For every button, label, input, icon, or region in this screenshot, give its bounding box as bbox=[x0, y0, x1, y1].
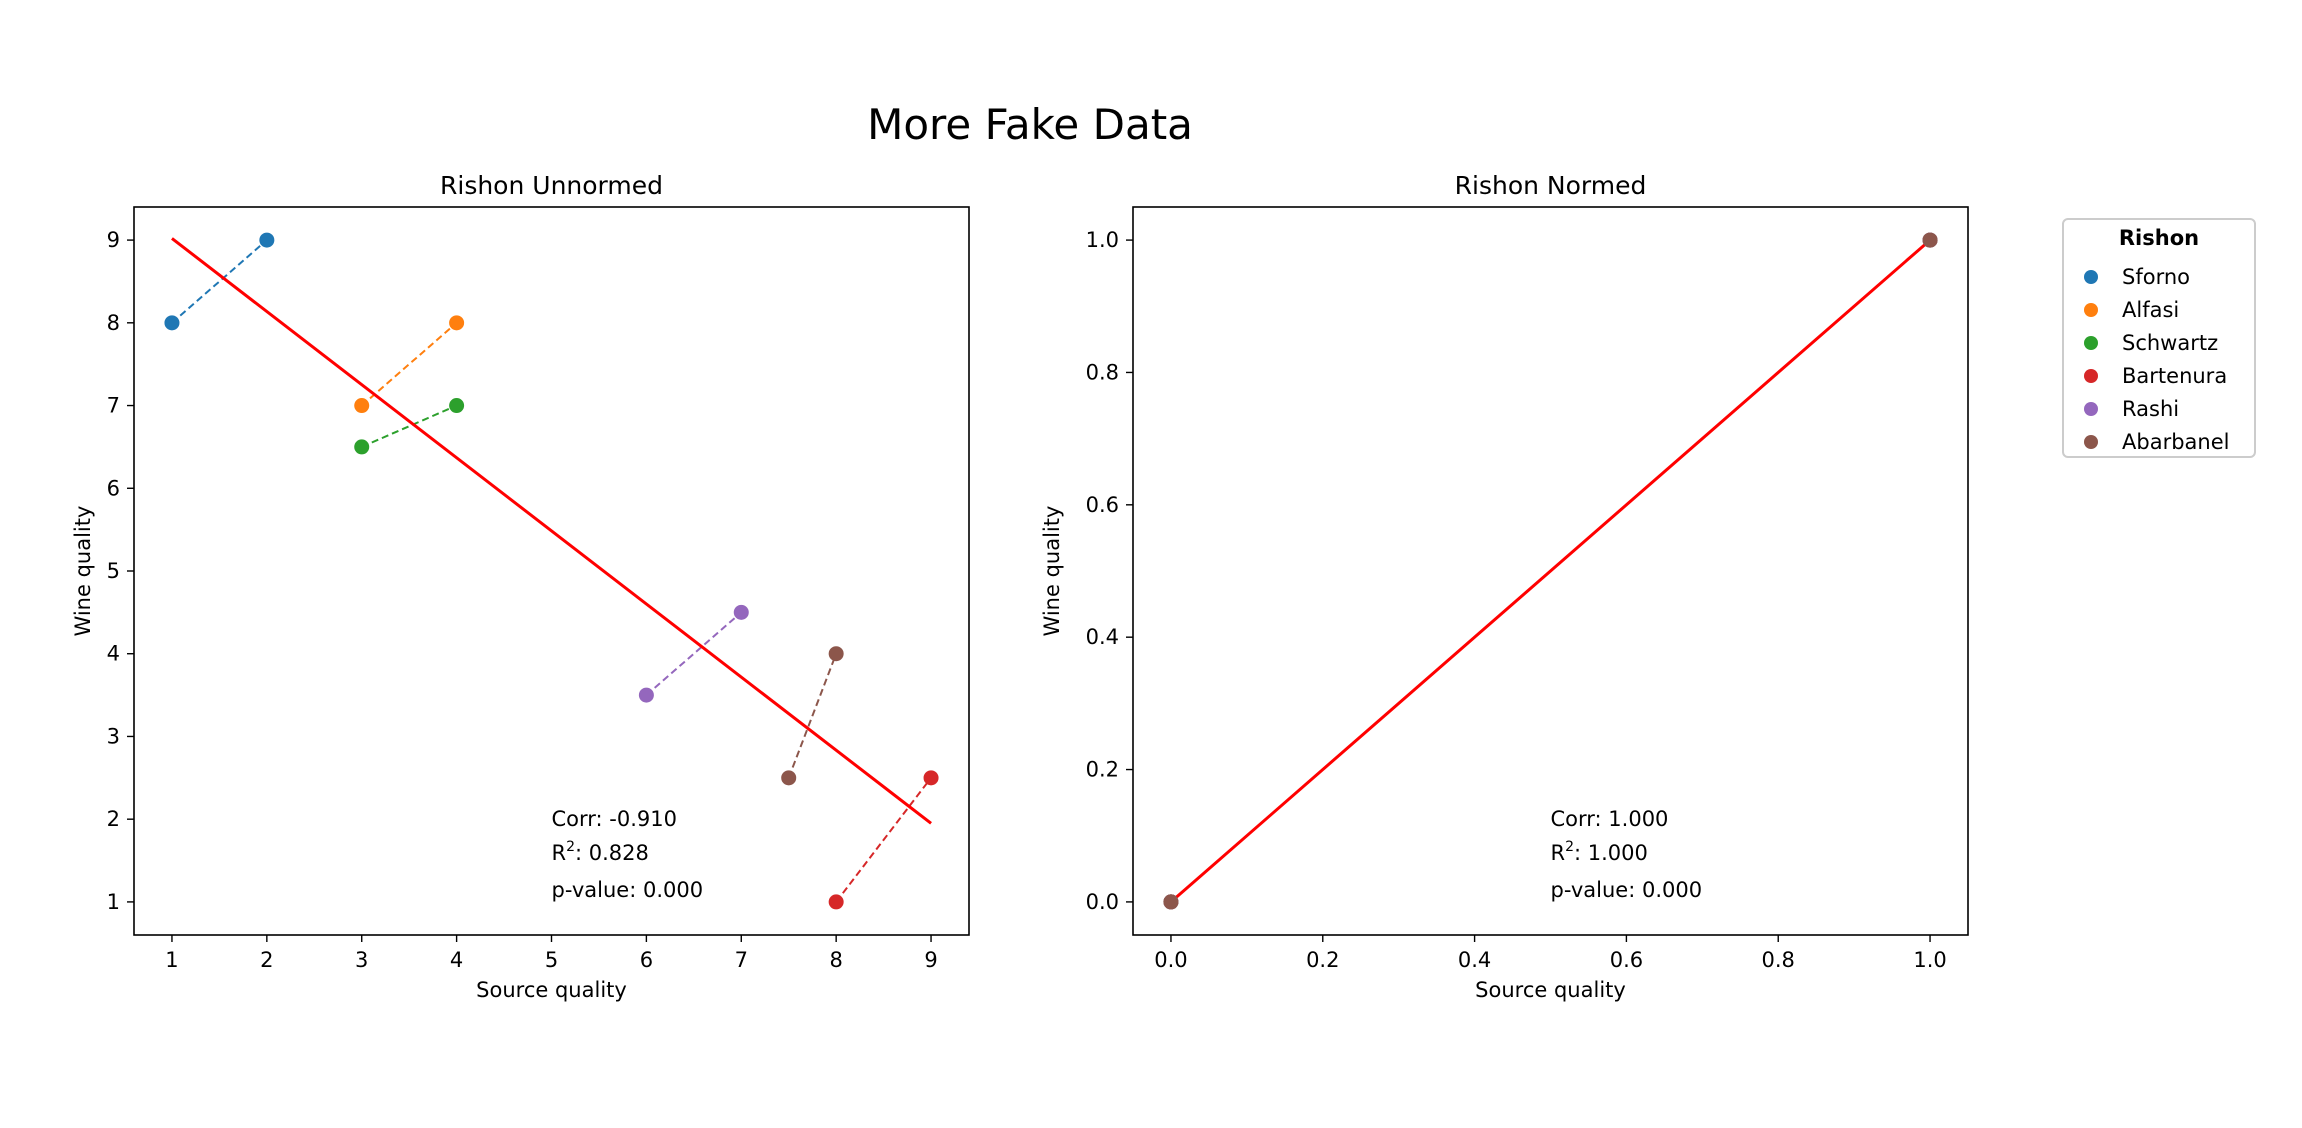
data-point bbox=[1922, 232, 1938, 248]
x-tick-label: 0.6 bbox=[1610, 948, 1643, 972]
x-tick-label: 5 bbox=[545, 948, 558, 972]
y-tick-label: 5 bbox=[107, 559, 120, 583]
legend-marker bbox=[2084, 303, 2098, 317]
data-point bbox=[354, 398, 370, 414]
data-point bbox=[733, 604, 749, 620]
legend-marker bbox=[2084, 369, 2098, 383]
axes-frame bbox=[1132, 206, 1969, 936]
series-dashed-line bbox=[171, 239, 268, 324]
data-point bbox=[449, 398, 465, 414]
x-tick-label: 4 bbox=[450, 948, 463, 972]
y-tick-label: 0.2 bbox=[1086, 758, 1119, 782]
legend-label: Schwartz bbox=[2122, 331, 2219, 355]
subplot-title: Rishon Normed bbox=[1455, 171, 1647, 200]
legend-label: Rashi bbox=[2122, 397, 2180, 421]
data-point bbox=[354, 439, 370, 455]
y-tick-label: 1.0 bbox=[1086, 228, 1119, 252]
legend-label: Alfasi bbox=[2122, 298, 2180, 322]
data-point bbox=[449, 315, 465, 331]
legend-item-sforno: Sforno bbox=[2076, 262, 2190, 292]
y-tick-label: 0.8 bbox=[1086, 360, 1119, 384]
stat-r2: R2: 0.828 bbox=[552, 839, 649, 865]
legend-item-rashi: Rashi bbox=[2076, 394, 2179, 424]
regression-line bbox=[171, 237, 932, 825]
data-point bbox=[828, 646, 844, 662]
legend-marker bbox=[2084, 270, 2098, 284]
series-dashed-line bbox=[361, 322, 458, 407]
data-point bbox=[781, 770, 797, 786]
legend-title: Rishon bbox=[2118, 226, 2200, 250]
x-tick-label: 0.8 bbox=[1762, 948, 1795, 972]
stat-pvalue: p-value: 0.000 bbox=[552, 878, 704, 902]
y-tick-label: 0.0 bbox=[1086, 890, 1119, 914]
data-point bbox=[923, 770, 939, 786]
y-tick-label: 6 bbox=[107, 476, 120, 500]
chart-panel-unnormed: Rishon Unnormed 1 2 3 4 5 6 7 8 9 1 2 3 4 5 6 7 8 9 Source … bbox=[71, 171, 970, 1002]
y-axis-label: Wine quality bbox=[71, 506, 95, 637]
y-tick-label: 2 bbox=[107, 807, 120, 831]
data-point bbox=[1163, 894, 1179, 910]
regression-line bbox=[1169, 238, 1932, 904]
y-tick-label: 0.4 bbox=[1086, 625, 1119, 649]
x-tick-label: 8 bbox=[829, 948, 842, 972]
legend-label: Sforno bbox=[2122, 265, 2190, 289]
legend-item-bartenura: Bartenura bbox=[2076, 361, 2227, 391]
y-axis-label: Wine quality bbox=[1040, 506, 1064, 637]
series-dashed-line bbox=[787, 653, 838, 779]
y-tick-label: 1 bbox=[107, 890, 120, 914]
x-tick-label: 7 bbox=[735, 948, 748, 972]
stat-r2: R2: 1.000 bbox=[1551, 839, 1648, 865]
data-point bbox=[638, 687, 654, 703]
x-tick-label: 3 bbox=[355, 948, 368, 972]
legend-label: Abarbanel bbox=[2122, 430, 2230, 454]
series-dashed-line bbox=[361, 404, 458, 448]
legend: Rishon Sforno Alfasi Schwartz Bartenura … bbox=[2062, 218, 2256, 458]
y-tick-label: 7 bbox=[107, 394, 120, 418]
y-tick-label: 0.6 bbox=[1086, 493, 1119, 517]
x-tick-label: 1 bbox=[165, 948, 178, 972]
legend-marker bbox=[2084, 435, 2098, 449]
series-dashed-line bbox=[835, 777, 932, 903]
legend-marker bbox=[2084, 336, 2098, 350]
x-tick-label: 0.4 bbox=[1458, 948, 1491, 972]
stat-corr: Corr: 1.000 bbox=[1551, 807, 1669, 831]
data-point bbox=[164, 315, 180, 331]
x-tick-label: 2 bbox=[260, 948, 273, 972]
y-tick-label: 4 bbox=[107, 642, 120, 666]
data-point bbox=[259, 232, 275, 248]
legend-item-alfasi: Alfasi bbox=[2076, 295, 2179, 325]
x-axis-label: Source quality bbox=[476, 978, 627, 1002]
legend-item-abarbanel: Abarbanel bbox=[2076, 427, 2229, 457]
stat-corr: Corr: -0.910 bbox=[552, 807, 678, 831]
chart-panel-normed: Rishon Normed 0.0 0.2 0.4 0.6 0.8 1.0 0.0 0.2 0.4… bbox=[1040, 171, 1969, 1002]
legend-item-schwartz: Schwartz bbox=[2076, 328, 2218, 358]
series-dashed-line bbox=[645, 611, 742, 696]
x-tick-label: 0.2 bbox=[1306, 948, 1339, 972]
x-tick-label: 0.0 bbox=[1154, 948, 1187, 972]
y-tick-label: 8 bbox=[107, 311, 120, 335]
stat-pvalue: p-value: 0.000 bbox=[1551, 878, 1703, 902]
x-tick-label: 1.0 bbox=[1913, 948, 1946, 972]
x-tick-label: 6 bbox=[640, 948, 653, 972]
data-point bbox=[828, 894, 844, 910]
y-tick-label: 9 bbox=[107, 228, 120, 252]
x-tick-label: 9 bbox=[924, 948, 937, 972]
figure-title: More Fake Data bbox=[867, 100, 1193, 149]
y-tick-label: 3 bbox=[107, 724, 120, 748]
legend-label: Bartenura bbox=[2122, 364, 2228, 388]
legend-marker bbox=[2084, 402, 2098, 416]
x-axis-label: Source quality bbox=[1475, 978, 1626, 1002]
subplot-title: Rishon Unnormed bbox=[440, 171, 663, 200]
